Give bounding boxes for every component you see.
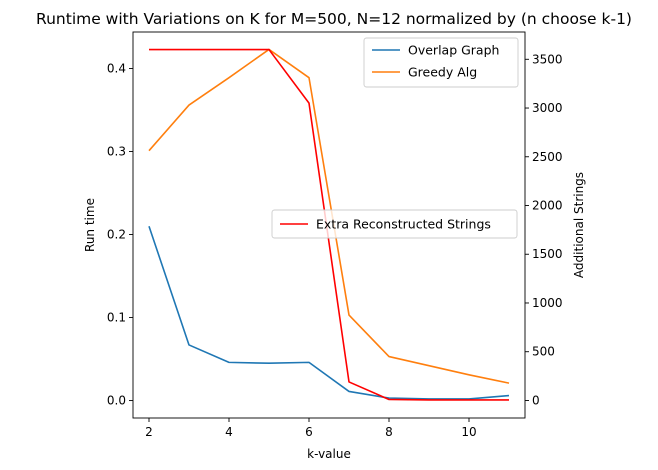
y-tick-label-left: 0.4 <box>107 62 126 76</box>
x-tick-label: 8 <box>385 425 393 439</box>
y-tick-label-right: 3000 <box>532 101 563 115</box>
chart-title: Runtime with Variations on K for M=500, … <box>36 10 632 28</box>
legend-label: Overlap Graph <box>408 43 499 58</box>
y-tick-label-right: 2000 <box>532 199 563 213</box>
legend-frame <box>271 209 518 239</box>
legend-frame <box>363 37 519 88</box>
y-tick-label-right: 1000 <box>532 296 563 310</box>
x-tick-label: 6 <box>305 425 313 439</box>
y-axis-label-left: Run time <box>83 198 97 252</box>
legend-0: Overlap Graph Greedy Alg <box>363 37 519 88</box>
y-tick-label-left: 0.3 <box>107 145 126 159</box>
y-tick-label-right: 0 <box>532 393 540 407</box>
y-tick-label-left: 0.0 <box>107 394 126 408</box>
legend-label: Extra Reconstructed Strings <box>316 217 491 232</box>
y-tick-label-right: 1500 <box>532 247 563 261</box>
series-line-1 <box>148 48 510 384</box>
x-tick-label: 10 <box>461 425 476 439</box>
y-tick-label-left: 0.1 <box>107 311 126 325</box>
x-tick-label: 2 <box>145 425 153 439</box>
plot-area: 2 4 6 8 10 0.0 0.1 0.2 0.3 0.4 0 500 1000 1500 2000 250… <box>107 31 563 439</box>
y-axis-label-right: Additional Strings <box>572 172 586 278</box>
x-axis-label: k-value <box>307 447 351 461</box>
series-line-2 <box>149 48 509 401</box>
legend-1: Extra Reconstructed Strings <box>271 209 518 239</box>
y-tick-label-right: 500 <box>532 345 555 359</box>
legend-label: Greedy Alg <box>408 65 477 80</box>
plot-frame <box>132 31 526 419</box>
x-tick-label: 4 <box>225 425 233 439</box>
y-tick-label-left: 0.2 <box>107 228 126 242</box>
y-tick-label-right: 2500 <box>532 150 563 164</box>
y-tick-label-right: 3500 <box>532 52 563 66</box>
series-line-0 <box>148 225 510 400</box>
